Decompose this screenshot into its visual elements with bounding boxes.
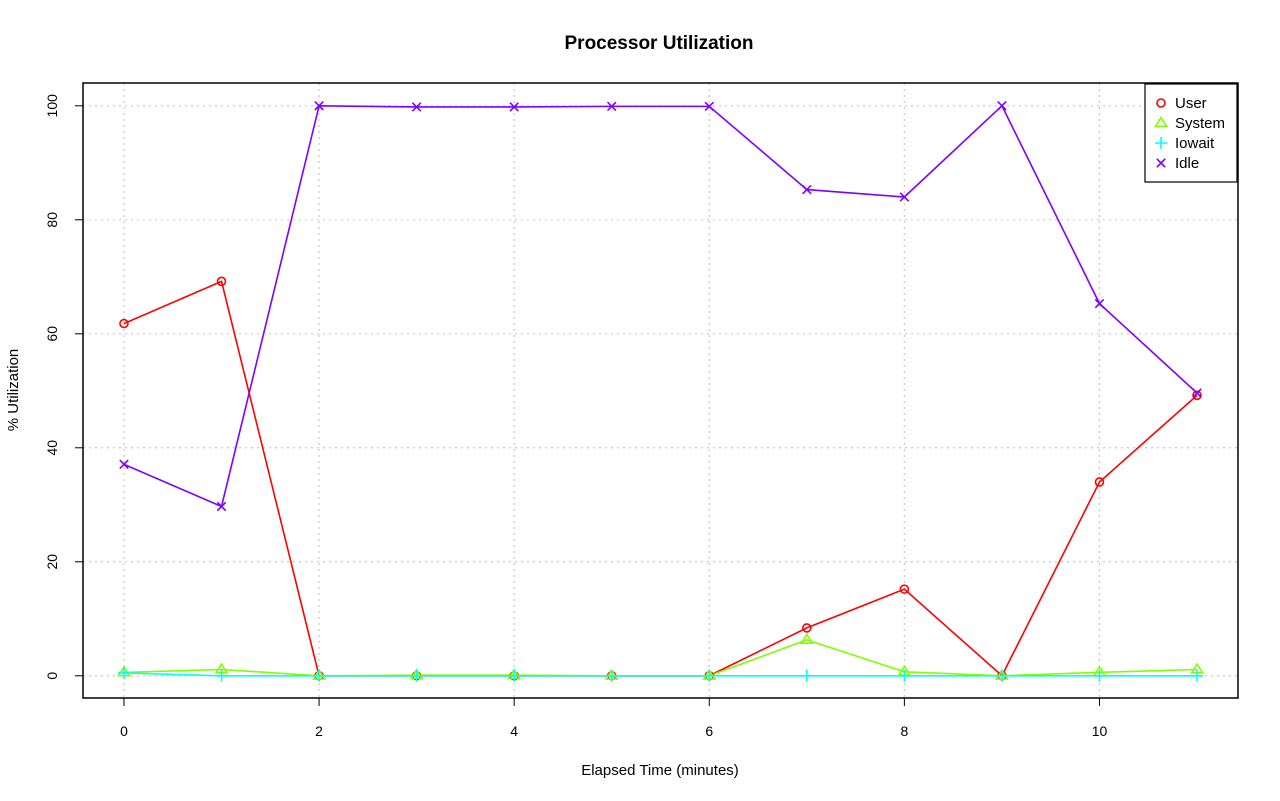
series-markers: [117, 101, 1204, 682]
data-point-iowait: [800, 669, 813, 682]
y-tick-label: 60: [44, 326, 60, 342]
series-line-idle: [123, 104, 1198, 508]
legend-marker-user: [1156, 98, 1166, 108]
plot-frame: [82, 82, 1239, 699]
y-tick-label: 80: [44, 212, 60, 228]
data-point-iowait: [117, 666, 130, 679]
x-axis-label: Elapsed Time (minutes): [581, 762, 739, 779]
data-point-idle: [899, 192, 910, 202]
legend-label-idle: Idle: [1175, 155, 1199, 172]
data-point-iowait: [508, 669, 521, 682]
data-point-idle: [704, 101, 715, 112]
x-tick-label: 4: [510, 723, 518, 739]
x-tick-label: 10: [1092, 723, 1108, 739]
data-point-idle: [606, 101, 617, 112]
chart-title: Processor Utilization: [565, 33, 754, 54]
x-tick-label: 6: [705, 723, 713, 739]
data-point-user: [1094, 477, 1105, 487]
data-point-iowait: [1093, 669, 1106, 682]
data-point-idle: [1192, 388, 1202, 398]
series-line-user: [123, 280, 1198, 678]
data-point-iowait: [410, 669, 423, 682]
data-point-iowait: [605, 669, 618, 682]
data-point-idle: [1094, 298, 1105, 309]
data-point-user: [216, 276, 227, 287]
y-tick-label: 40: [44, 440, 60, 456]
x-tick-label: 0: [120, 723, 128, 739]
data-point-user: [119, 318, 129, 329]
data-point-iowait: [1191, 669, 1204, 682]
data-point-idle: [216, 501, 227, 512]
data-point-idle: [802, 184, 812, 195]
gridlines: [83, 83, 1238, 698]
legend-label-system: System: [1175, 115, 1225, 132]
x-tick-label: 8: [900, 723, 908, 739]
data-point-user: [1192, 390, 1202, 401]
y-tick-label: 20: [44, 554, 60, 570]
data-point-iowait: [995, 669, 1008, 682]
data-point-user: [899, 584, 910, 594]
legend-box: [1144, 83, 1238, 183]
legend-label-user: User: [1175, 95, 1207, 112]
series-line-system: [123, 639, 1198, 677]
data-point-idle: [411, 102, 422, 112]
data-point-iowait: [898, 669, 911, 682]
series-lines: [123, 104, 1198, 678]
data-point-iowait: [313, 669, 326, 682]
legend-label-iowait: Iowait: [1175, 135, 1215, 152]
y-axis: 0 20 40 60 80 100: [44, 94, 84, 680]
data-point-idle: [119, 459, 129, 470]
data-point-system: [799, 632, 814, 644]
data-point-iowait: [215, 669, 228, 682]
data-point-idle: [314, 101, 324, 111]
legend-marker-idle: [1156, 158, 1166, 168]
data-point-idle: [509, 102, 519, 112]
data-point-idle: [997, 101, 1007, 111]
legend: User System Iowait Idle: [1144, 83, 1238, 183]
legend-marker-system: [1154, 115, 1168, 128]
y-tick-label: 0: [44, 672, 60, 680]
x-tick-label: 2: [315, 723, 323, 739]
y-tick-label: 100: [44, 94, 60, 118]
series-line-iowait: [123, 672, 1198, 677]
x-axis: 0 2 4 6 8 10: [120, 697, 1108, 739]
y-axis-label: % Utilization: [5, 349, 22, 432]
data-point-iowait: [703, 669, 716, 682]
data-point-user: [802, 623, 812, 633]
legend-marker-iowait: [1155, 137, 1167, 149]
